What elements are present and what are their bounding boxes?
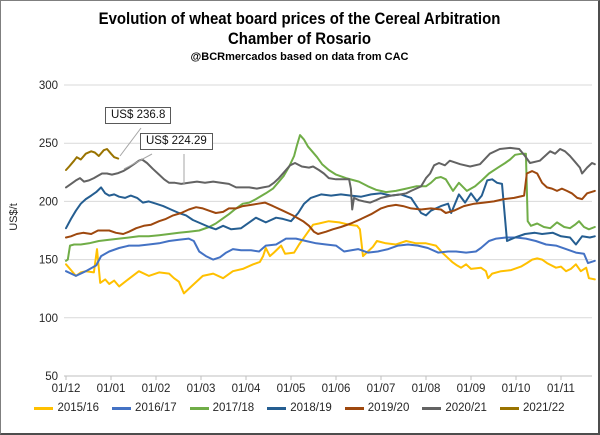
legend-label: 2016/17: [135, 402, 177, 414]
legend-label: 2017/18: [212, 402, 255, 414]
legend-swatch: [344, 406, 364, 410]
legend-label: 2019/20: [367, 402, 410, 414]
annotation-label[interactable]: US$ 224.29: [140, 133, 213, 150]
legend-swatch: [34, 406, 54, 410]
legend-label: 2020/21: [445, 402, 487, 414]
annotation-leader-line: [119, 127, 142, 157]
x-tick-label: 01/02: [142, 383, 171, 395]
chart-subtitle: @BCRmercados based on data from CAC: [190, 51, 409, 63]
legend-item-2021-22[interactable]: 2021/22: [499, 402, 565, 414]
legend-item-2018-19[interactable]: 2018/19: [267, 402, 332, 414]
x-tick-label: 01/12: [52, 383, 81, 395]
legend-swatch: [267, 406, 287, 410]
series-line-2019-20[interactable]: [65, 170, 596, 239]
legend-swatch: [189, 406, 209, 410]
series-line-2016-17[interactable]: [65, 236, 596, 277]
x-tick-label: 01/04: [232, 383, 261, 395]
chart-title: Evolution of wheat board prices of the C…: [1, 9, 598, 49]
x-tick-label: 01/05: [277, 383, 306, 395]
x-tick-label: 01/01: [97, 383, 126, 395]
x-tick-label: 01/11: [547, 383, 575, 395]
legend-item-2015-16[interactable]: 2015/16: [34, 402, 99, 414]
legend-swatch: [499, 406, 519, 410]
legend-label: 2015/16: [57, 402, 100, 414]
x-tick-label: 01/06: [322, 383, 351, 395]
legend-label: 2021/22: [522, 402, 565, 414]
legend-label: 2018/19: [290, 402, 332, 414]
legend-swatch: [422, 406, 442, 410]
legend-item-2017-18[interactable]: 2017/18: [189, 402, 255, 414]
series-line-2015-16[interactable]: [65, 220, 596, 295]
legend-item-2016-17[interactable]: 2016/17: [112, 402, 177, 414]
x-tick-label: 01/03: [187, 383, 216, 395]
y-tick-label: 150: [39, 255, 58, 267]
y-tick-label: 250: [39, 138, 58, 150]
series-line-2017-18[interactable]: [65, 134, 596, 262]
annotation-label[interactable]: US$ 236.8: [105, 107, 172, 124]
x-tick-label: 01/07: [367, 383, 396, 395]
series-line-2021-22[interactable]: [65, 148, 120, 171]
chart-title-line2: Chamber of Rosario: [228, 29, 371, 48]
annotation-leader-line: [123, 153, 153, 170]
y-tick-label: 300: [39, 80, 58, 92]
y-tick-label: 200: [39, 196, 58, 208]
x-tick-label: 01/10: [502, 383, 531, 395]
series-line-2018-19[interactable]: [65, 178, 596, 246]
legend: 2015/16 2016/17 2017/18 2018/19 2019/20 2020/…: [1, 402, 598, 414]
legend-item-2019-20[interactable]: 2019/20: [344, 402, 410, 414]
x-tick-label: 01/08: [412, 383, 441, 395]
y-tick-label: 50: [45, 371, 58, 383]
y-tick-label: 100: [39, 313, 58, 325]
legend-swatch: [112, 406, 132, 410]
chart-title-line1: Evolution of wheat board prices of the C…: [98, 9, 501, 28]
x-tick-label: 01/09: [457, 383, 486, 395]
legend-item-2020-21[interactable]: 2020/21: [422, 402, 487, 414]
